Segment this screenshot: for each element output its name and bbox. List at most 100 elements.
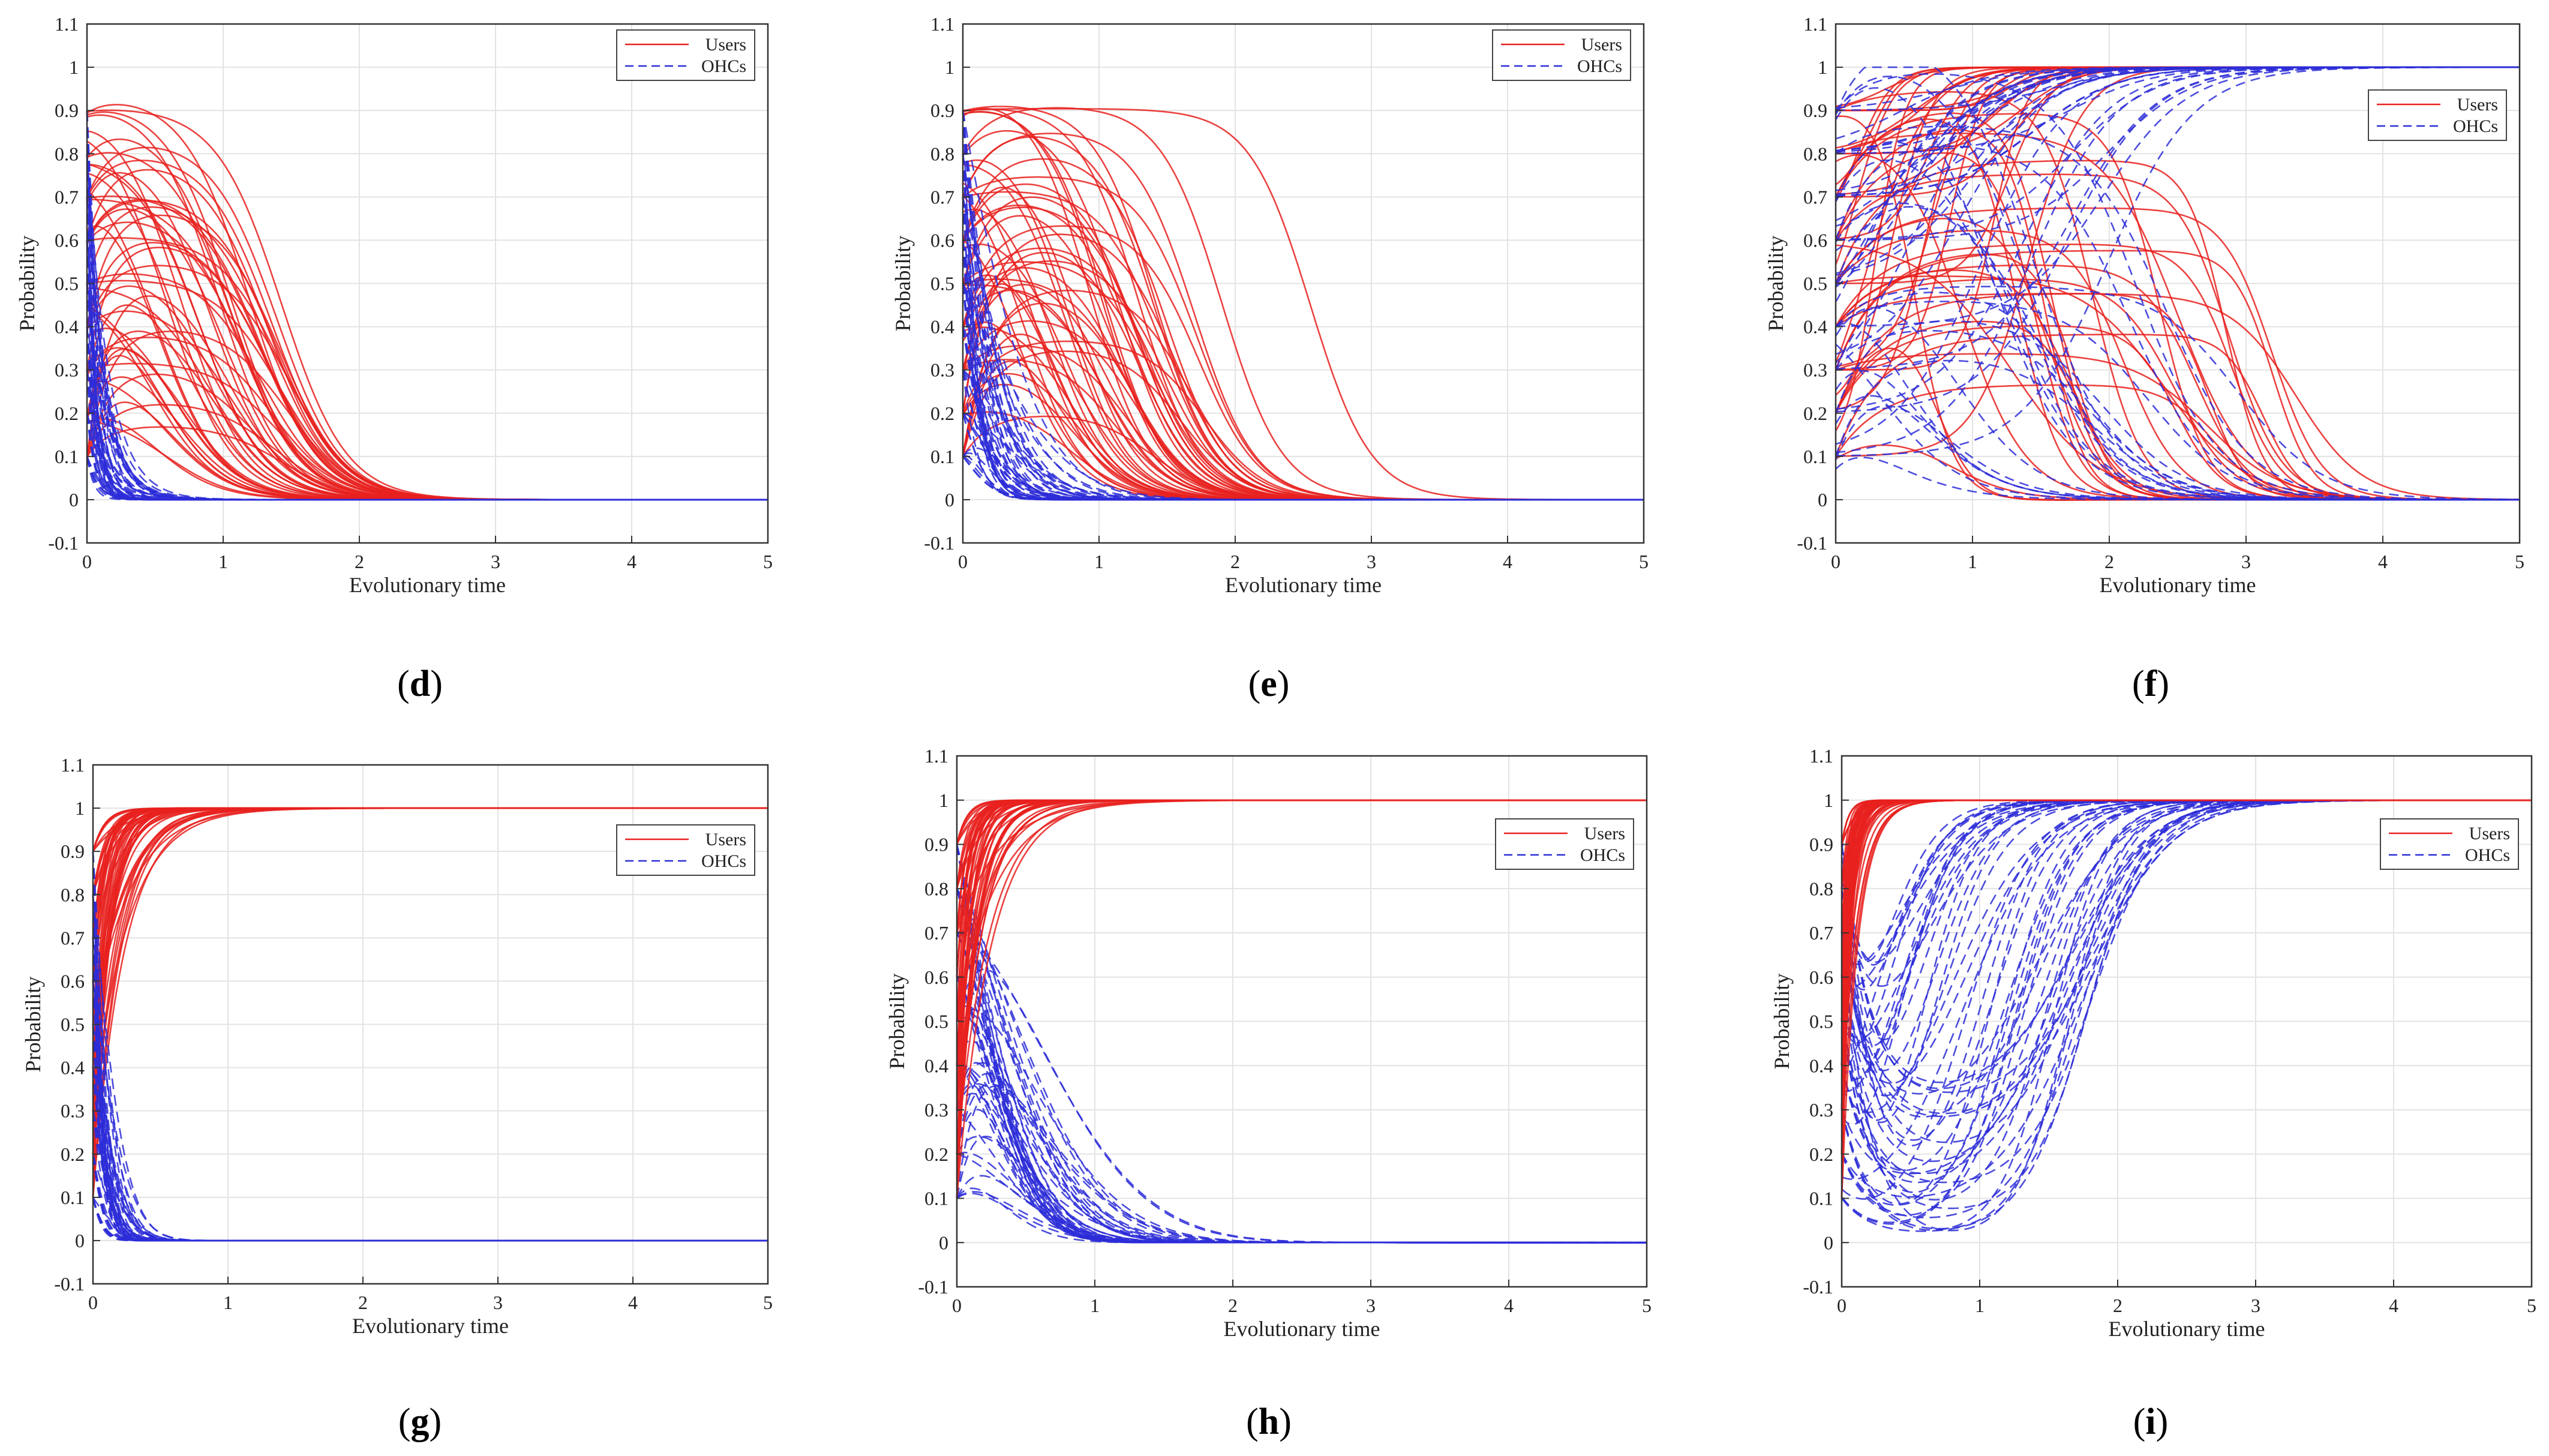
y-tick-label: 0.4: [1803, 316, 1827, 338]
x-tick-label: 4: [1503, 551, 1512, 572]
users-curve: [956, 799, 1647, 845]
x-tick-label: 5: [2515, 551, 2524, 572]
series-ohcs: [956, 844, 1647, 1244]
ohcs-curve: [1835, 66, 2520, 109]
caption-d-close: ): [430, 664, 443, 704]
y-tick-label: 0.1: [1803, 446, 1827, 467]
ohcs-curve: [1835, 159, 2520, 501]
legend-users-label: Users: [2469, 824, 2510, 843]
y-tick-label: 0.4: [1809, 1055, 1833, 1076]
legend-users-label: Users: [705, 830, 746, 849]
x-tick-label: 0: [952, 1295, 962, 1316]
y-tick-label: 0.6: [61, 970, 85, 992]
x-axis-label: Evolutionary time: [2109, 1317, 2265, 1341]
x-tick-label: 2: [1228, 1295, 1238, 1316]
y-tick-label: 0.3: [1809, 1099, 1833, 1121]
x-tick-label: 5: [1642, 1295, 1652, 1316]
y-axis-label: Probability: [891, 236, 915, 332]
chart-panel-h: -0.1 0 0.1 0.2 0.3 0.4 0.5 0.6 0.7 0.8 0.9 1 1.1 0 1 2 3…: [870, 738, 1668, 1368]
y-axis-label: Probability: [15, 236, 39, 332]
chart-g: -0.100.10.20.30.40.50.60.70.80.911.10 1 2 3…: [21, 754, 773, 1338]
ohcs-curve: [1835, 73, 2520, 501]
series-ohcs: [86, 110, 768, 501]
ohcs-curve: [1835, 330, 2520, 501]
y-tick-label: 1.1: [61, 754, 85, 776]
legend-box: [616, 824, 755, 876]
ohcs-curve: [956, 888, 1647, 1244]
y-tick-label: 0.2: [930, 403, 954, 424]
y-tick-label: 0.2: [1809, 1143, 1833, 1165]
legend-ohcs-label: OHCs: [1580, 845, 1625, 865]
x-axis-label: Evolutionary time: [349, 573, 506, 597]
y-tick-label: 1.1: [55, 13, 79, 35]
caption-h-close: ): [1279, 1401, 1292, 1442]
y-tick-label: -0.1: [918, 1276, 948, 1298]
ohcs-curve: [1835, 87, 2520, 501]
y-tick-label: 0.1: [55, 446, 79, 467]
caption-h-letter: h: [1258, 1401, 1280, 1442]
ohcs-curve: [1836, 66, 2520, 241]
x-tick-label: 5: [763, 1292, 773, 1313]
x-tick-label: 4: [627, 551, 637, 572]
y-tick-label: 0.7: [930, 186, 954, 208]
y-tick-label: 0.9: [55, 100, 79, 121]
y-tick-label: 0.6: [924, 966, 948, 988]
ohcs-curve: [92, 851, 768, 1242]
caption-f-close: ): [2157, 664, 2169, 704]
x-tick-label: 5: [1639, 551, 1649, 572]
ohcs-curve: [1835, 286, 2520, 500]
ohcs-curve: [1841, 799, 2532, 1232]
y-tick-label: 0.9: [1803, 100, 1827, 121]
y-tick-label: 0.5: [930, 273, 954, 295]
y-tick-label: 0.3: [55, 359, 79, 381]
y-tick-label: 1.1: [930, 13, 954, 35]
x-tick-label: 1: [218, 551, 228, 572]
y-tick-label: 0: [75, 1230, 85, 1251]
legend-box: [616, 29, 755, 81]
x-tick-label: 5: [2527, 1295, 2536, 1316]
y-tick-label: 1: [945, 56, 954, 78]
chart-h: -0.100.10.20.30.40.50.60.70.80.911.10 1 2 3…: [885, 745, 1652, 1341]
y-tick-label: 0.7: [1803, 186, 1827, 208]
ohcs-curve: [1835, 291, 2520, 501]
x-tick-label: 2: [2104, 551, 2114, 572]
legend-users-label: Users: [705, 35, 746, 55]
x-tick-label: 3: [2241, 551, 2251, 572]
y-tick-label: 0.1: [61, 1187, 85, 1208]
caption-d: (d): [360, 663, 480, 706]
series-users: [956, 799, 1647, 1199]
ohcs-curve: [1835, 66, 2520, 454]
y-tick-label: 0.5: [55, 273, 79, 295]
y-tick-label: 0.8: [1809, 878, 1833, 899]
ohcs-curve: [956, 1083, 1647, 1244]
y-tick-label: 0.3: [924, 1099, 948, 1121]
y-tick-label: 0.1: [1809, 1188, 1833, 1209]
caption-h-open: (: [1246, 1401, 1259, 1442]
series-ohcs: [92, 851, 768, 1242]
caption-i-close: ): [2155, 1401, 2169, 1442]
users-curve: [1841, 799, 2532, 845]
x-tick-label: 1: [1968, 551, 1977, 572]
series-ohcs: [962, 110, 1644, 501]
x-axis-label: Evolutionary time: [352, 1314, 509, 1338]
y-tick-label: 0: [69, 489, 79, 511]
x-tick-label: 0: [88, 1292, 98, 1313]
x-tick-label: 3: [1367, 551, 1376, 572]
x-tick-label: 1: [1975, 1295, 1984, 1316]
caption-e: (e): [1209, 663, 1329, 706]
users-curve: [1835, 293, 2520, 500]
x-tick-label: 2: [355, 551, 364, 572]
ohcs-curve: [956, 844, 1647, 1244]
chart-d: -0.100.10.20.30.40.50.60.70.80.911.10 1 2 3…: [15, 13, 773, 597]
x-tick-label: 4: [2378, 551, 2388, 572]
y-tick-label: 0.9: [61, 840, 85, 862]
chart-f: -0.100.10.20.30.40.50.60.70.80.911.10 1 2 3…: [1764, 13, 2524, 597]
users-curve: [92, 807, 768, 852]
x-tick-label: 0: [1837, 1295, 1847, 1316]
y-tick-label: 1: [69, 56, 79, 78]
y-axis-label: Probability: [1770, 974, 1794, 1070]
